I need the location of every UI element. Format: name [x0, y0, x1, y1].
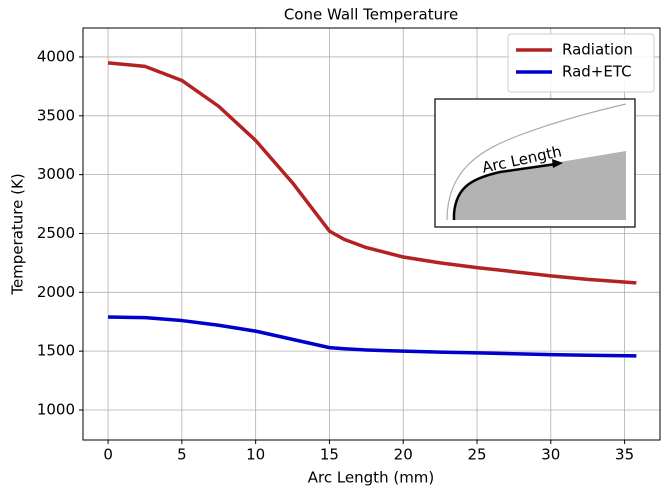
inset-arrowhead — [552, 159, 563, 168]
x-tick-label: 0 — [103, 446, 113, 464]
y-tick-label: 1000 — [37, 400, 75, 418]
y-tick-label: 2000 — [37, 283, 75, 301]
y-tick-label: 4000 — [37, 47, 75, 65]
inset: Arc Length — [434, 98, 636, 228]
chart-title: Cone Wall Temperature — [284, 6, 458, 24]
y-tick-label: 1500 — [37, 342, 75, 360]
data-line — [108, 315, 637, 358]
data-line — [107, 61, 637, 285]
x-tick-label: 35 — [615, 446, 634, 464]
plot-area: 0 5 10 15 20 25 30 35 1000 1500 2000 2500 3000 3500 40… — [37, 28, 660, 464]
x-tick-label: 25 — [467, 446, 486, 464]
x-tick-label: 10 — [246, 446, 265, 464]
axes-frame — [82, 27, 661, 441]
legend-label: Radiation — [562, 41, 633, 59]
x-tick-label: 5 — [177, 446, 187, 464]
y-tick-label: 3000 — [37, 165, 75, 183]
x-tick-label: 30 — [541, 446, 560, 464]
y-axis-label: Temperature (K) — [9, 173, 27, 295]
inset-arc — [452, 162, 557, 220]
x-axis-label: Arc Length (mm) — [308, 469, 435, 486]
x-tick-label: 15 — [320, 446, 339, 464]
y-tick-label: 2500 — [37, 224, 75, 242]
inset-cone — [454, 151, 626, 220]
legend: Radiation Rad+ETC — [507, 33, 655, 93]
legend-label: Rad+ETC — [562, 63, 632, 81]
inset-shock — [446, 103, 627, 221]
x-tick-label: 20 — [394, 446, 413, 464]
y-tick-label: 3500 — [37, 106, 75, 124]
